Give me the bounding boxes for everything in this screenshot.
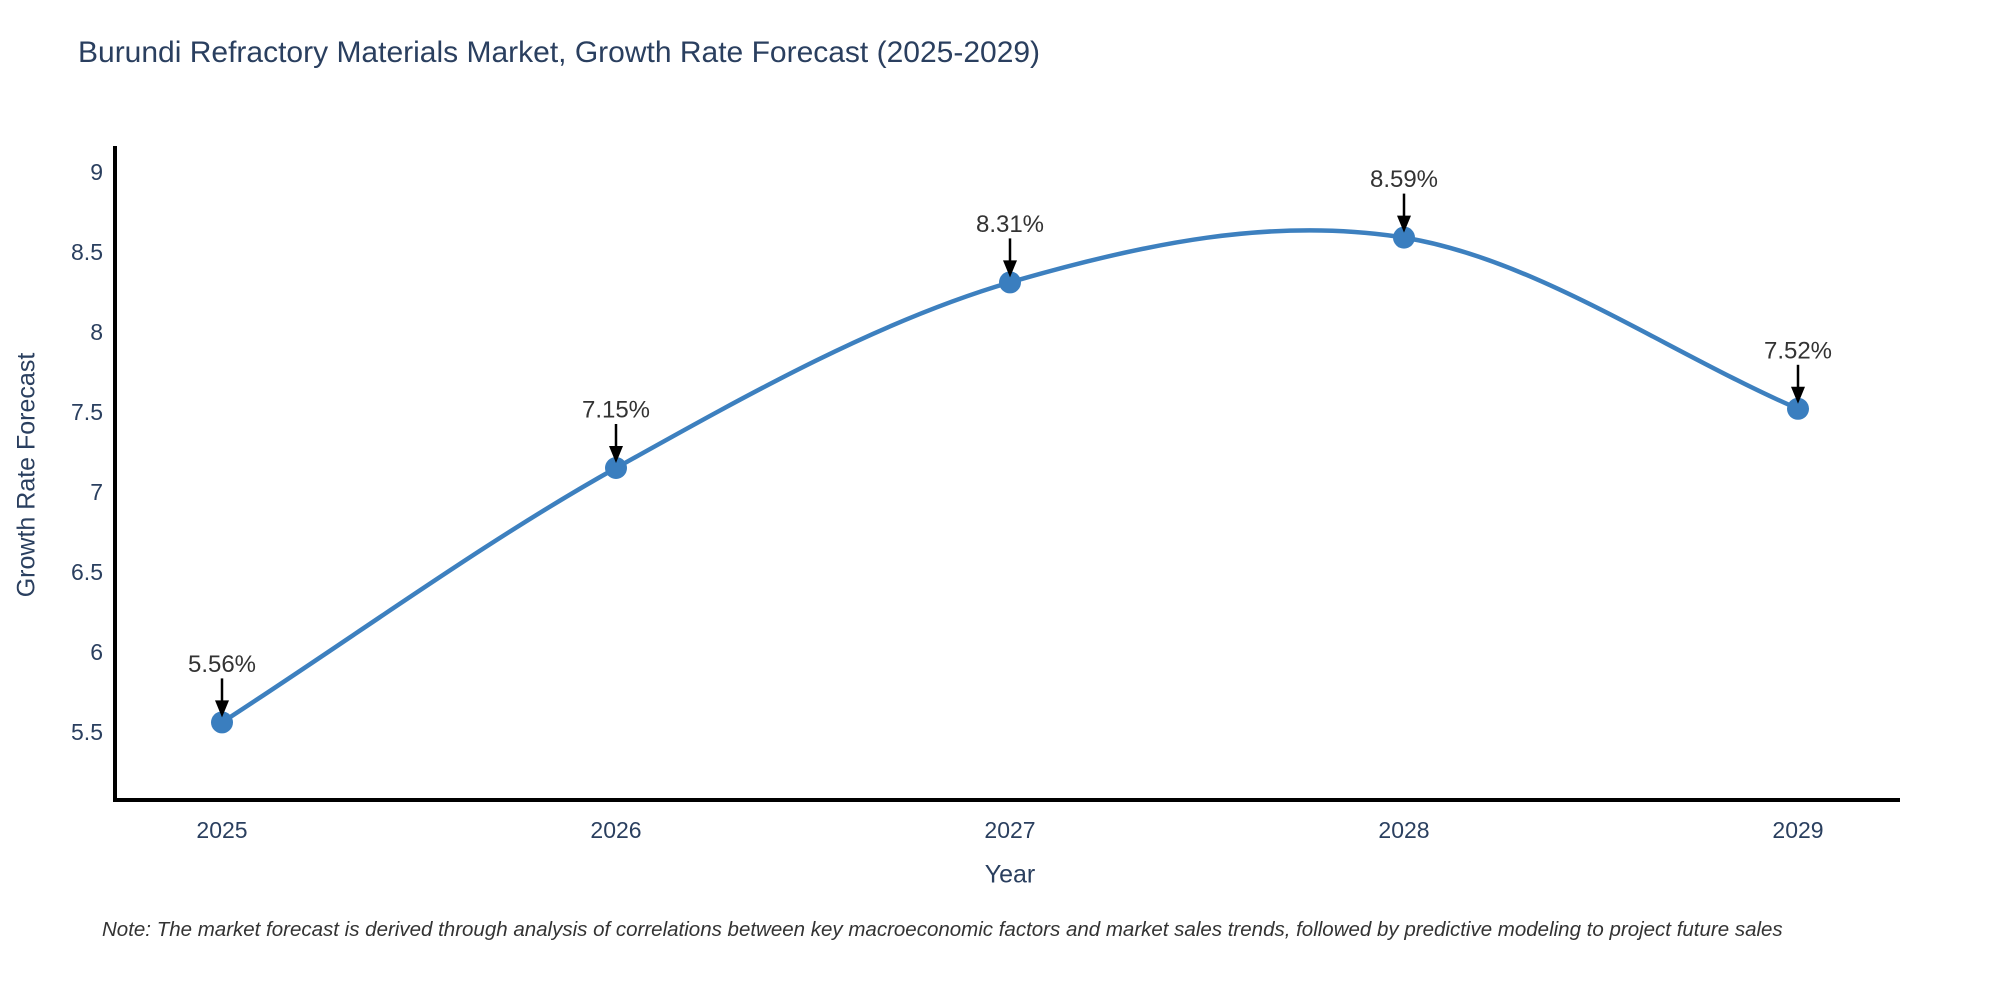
annotation-arrow-head bbox=[1397, 215, 1411, 233]
annotation-arrow-head bbox=[215, 700, 229, 718]
x-tick-label: 2027 bbox=[984, 817, 1035, 843]
y-tick-label: 7.5 bbox=[71, 399, 103, 425]
y-tick-label: 8 bbox=[90, 319, 103, 345]
annotation-arrow-head bbox=[609, 446, 623, 463]
y-tick-label: 7 bbox=[90, 479, 103, 505]
data-point-label: 8.31% bbox=[976, 211, 1044, 238]
data-point-label: 8.59% bbox=[1370, 166, 1438, 193]
y-tick-label: 8.5 bbox=[71, 239, 103, 265]
x-tick-label: 2026 bbox=[590, 817, 641, 843]
y-tick-label: 5.5 bbox=[71, 719, 103, 745]
data-point-marker bbox=[211, 711, 233, 734]
x-tick-label: 2025 bbox=[196, 817, 247, 843]
annotation-arrow-head bbox=[1003, 260, 1017, 278]
data-point-marker bbox=[605, 457, 627, 479]
y-tick-label: 6 bbox=[90, 639, 103, 665]
footnote: Note: The market forecast is derived thr… bbox=[102, 918, 1783, 941]
chart-title: Burundi Refractory Materials Market, Gro… bbox=[78, 36, 1041, 69]
data-point-marker bbox=[1393, 226, 1415, 249]
data-point-label: 5.56% bbox=[188, 651, 256, 678]
annotation-arrow-head bbox=[1791, 386, 1805, 404]
data-point-label: 7.15% bbox=[582, 397, 650, 424]
data-point-marker bbox=[1787, 397, 1809, 420]
x-tick-label: 2028 bbox=[1378, 817, 1429, 843]
line-series bbox=[219, 228, 1801, 725]
y-tick-label: 6.5 bbox=[71, 559, 103, 585]
x-axis-title: Year bbox=[984, 860, 1036, 889]
data-point-marker bbox=[999, 271, 1021, 294]
data-point-label: 7.52% bbox=[1764, 337, 1832, 364]
y-tick-label: 9 bbox=[90, 159, 103, 185]
x-tick-label: 2029 bbox=[1772, 817, 1823, 843]
